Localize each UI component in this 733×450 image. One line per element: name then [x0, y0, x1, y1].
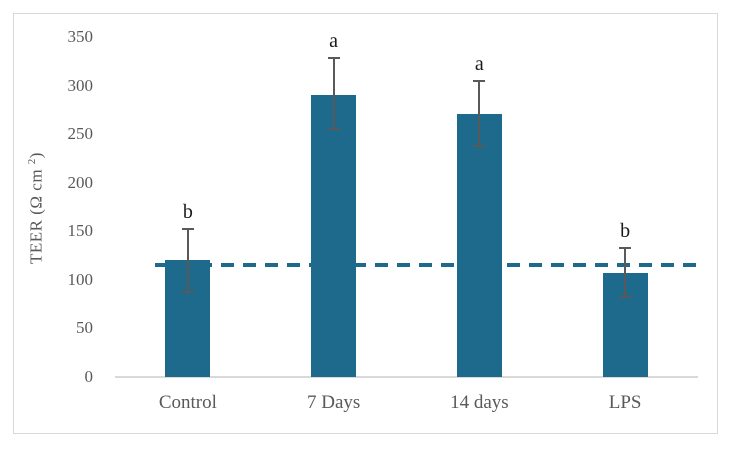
- error-bar-cap-bottom-lps: [619, 296, 632, 299]
- y-axis-title-superscript: 2: [26, 158, 38, 165]
- x-axis-label-7-days: 7 Days: [306, 392, 361, 413]
- error-bar-cap-top-14-days: [473, 79, 486, 82]
- error-bar-cap-bottom-control: [181, 290, 194, 293]
- x-axis-label-control: Control: [158, 392, 217, 413]
- x-axis-label-lps: LPS: [608, 392, 642, 413]
- significance-letter-lps: b: [620, 219, 631, 242]
- error-bar-cap-bottom-14-days: [473, 144, 486, 147]
- y-tick-label-50: 50: [76, 318, 93, 338]
- reference-dashed-line: [155, 263, 705, 268]
- y-tick-label-100: 100: [67, 269, 94, 289]
- y-tick-label-300: 300: [67, 75, 94, 95]
- error-bar-cap-top-control: [181, 228, 194, 231]
- error-bar-cap-bottom-7-days: [327, 128, 340, 131]
- y-axis-title-suffix: ): [26, 152, 46, 159]
- chart-frame: [13, 13, 718, 434]
- error-bar-cap-top-7-days: [327, 57, 340, 60]
- significance-letter-14-days: a: [474, 52, 484, 75]
- y-tick-label-200: 200: [67, 172, 94, 192]
- significance-letter-7-days: a: [329, 30, 339, 53]
- error-bar-lps: [624, 247, 627, 298]
- x-axis-line: [115, 376, 698, 378]
- error-bar-7-days: [332, 58, 335, 130]
- significance-letter-control: b: [182, 201, 193, 224]
- x-axis-label-14-days: 14 days: [450, 392, 509, 413]
- y-tick-label-0: 0: [84, 367, 94, 386]
- error-bar-14-days: [478, 80, 481, 146]
- bar-7-days: [311, 95, 357, 377]
- y-tick-label-350: 350: [67, 27, 94, 46]
- y-tick-label-250: 250: [67, 124, 94, 144]
- error-bar-cap-top-lps: [619, 246, 632, 249]
- y-tick-label-150: 150: [67, 221, 94, 241]
- error-bar-control: [186, 229, 189, 292]
- bar-14-days: [456, 113, 502, 377]
